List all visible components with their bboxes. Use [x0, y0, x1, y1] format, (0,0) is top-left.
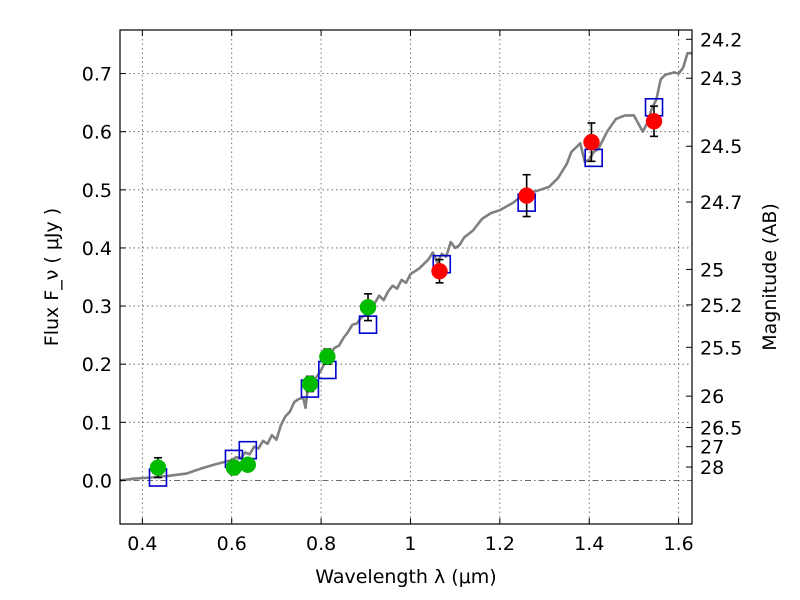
observed-flux-point [239, 456, 257, 473]
x-axis-label: Wavelength λ (μm) [315, 566, 496, 588]
x-axis-label-text: Wavelength λ (μm) [315, 566, 496, 588]
plot-area [119, 51, 692, 487]
sed-model-line [119, 51, 692, 482]
x-tick-label: 0.6 [217, 533, 247, 555]
y-axis-label-text: Flux F_ν ( μJy ) [41, 208, 63, 346]
y-tick-label: 0.7 [82, 64, 112, 86]
observed-flux-point [518, 187, 535, 204]
y-tick-label: 0.2 [82, 354, 112, 376]
observed-flux-point [645, 112, 663, 130]
right-axis-label: Magnitude (AB) [759, 203, 781, 351]
x-tick-label: 1.2 [485, 533, 515, 555]
right-tick-label: 24.3 [700, 68, 742, 90]
observed-flux-point [583, 133, 600, 151]
right-tick-label: 26.5 [700, 418, 742, 440]
observed-flux-point [225, 459, 243, 476]
right-axis-label-text: Magnitude (AB) [759, 203, 781, 351]
x-tick-label: 0.8 [306, 533, 336, 555]
right-tick-label: 26 [700, 386, 724, 408]
observed-flux-point [319, 348, 336, 365]
y-tick-label: 0.3 [82, 296, 112, 318]
y-tick-label: 0.6 [82, 122, 112, 144]
axis-ticks: 0.4 0.6 0.8 1 1.2 1.4 1.6 0.0 0.1 0.2 0.3 0.4 0.5 0.6… [82, 29, 743, 555]
y-tick-label: 0.4 [82, 238, 112, 260]
grid [120, 30, 692, 524]
right-tick-label: 24.7 [700, 192, 742, 214]
right-tick-label: 25.5 [700, 337, 742, 359]
right-tick-label: 24.2 [700, 29, 742, 51]
x-tick-label: 0.4 [127, 533, 157, 555]
right-tick-label: 25 [700, 259, 724, 281]
y-axis-label: Flux F_ν ( μJy ) [41, 208, 63, 346]
x-tick-label: 1.4 [574, 533, 604, 555]
x-tick-label: 1 [404, 533, 416, 555]
observed-flux-point [431, 262, 448, 280]
right-tick-label: 24.5 [700, 136, 742, 158]
y-tick-label: 0.5 [82, 180, 112, 202]
observed-flux-point [359, 298, 377, 316]
y-tick-label: 0.1 [82, 412, 112, 434]
right-tick-label: 25.2 [700, 295, 742, 317]
right-tick-label: 27 [700, 437, 724, 459]
right-tick-label: 28 [700, 457, 724, 479]
observed-flux-point [149, 459, 167, 476]
plot-frame [119, 29, 693, 525]
x-tick-label: 1.6 [663, 533, 693, 555]
y-tick-label: 0.0 [82, 470, 112, 492]
observed-flux-point [301, 375, 319, 393]
